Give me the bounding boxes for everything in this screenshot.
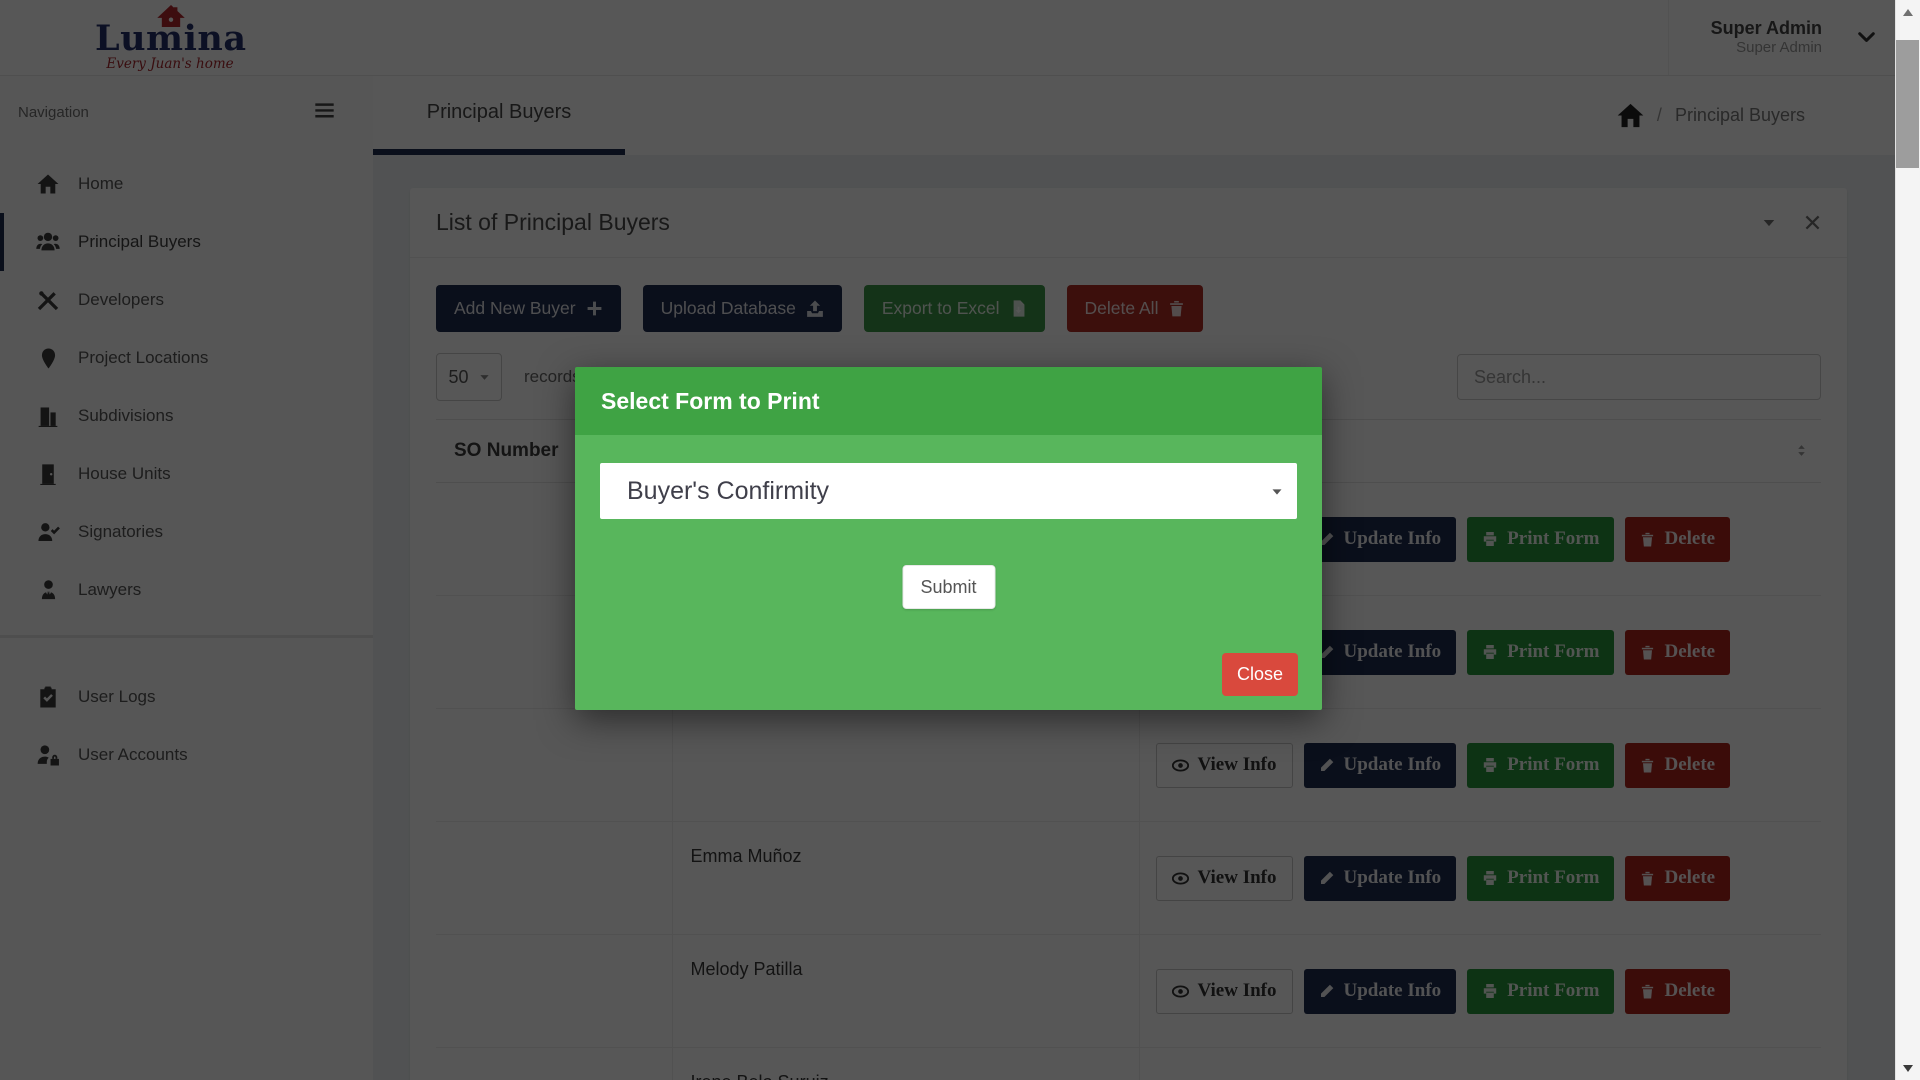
select-form-modal: Select Form to Print Buyer's Confirmity …: [575, 367, 1322, 710]
modal-header: Select Form to Print: [575, 367, 1322, 435]
modal-body: Buyer's Confirmity Submit Close: [575, 435, 1322, 710]
scroll-down-arrow-icon: [1902, 1064, 1913, 1072]
scroll-up-arrow-icon: [1902, 8, 1913, 16]
form-select[interactable]: Buyer's Confirmity: [600, 463, 1297, 519]
scroll-up-button[interactable]: [1896, 0, 1919, 24]
scroll-thumb[interactable]: [1896, 40, 1919, 168]
submit-button[interactable]: Submit: [902, 565, 995, 609]
modal-title: Select Form to Print: [601, 387, 820, 414]
select-caret-icon: [1271, 486, 1283, 498]
scrollbar[interactable]: [1895, 0, 1920, 1080]
scroll-down-button[interactable]: [1896, 1056, 1919, 1080]
close-button[interactable]: Close: [1222, 653, 1298, 696]
form-select-value: Buyer's Confirmity: [627, 477, 830, 505]
